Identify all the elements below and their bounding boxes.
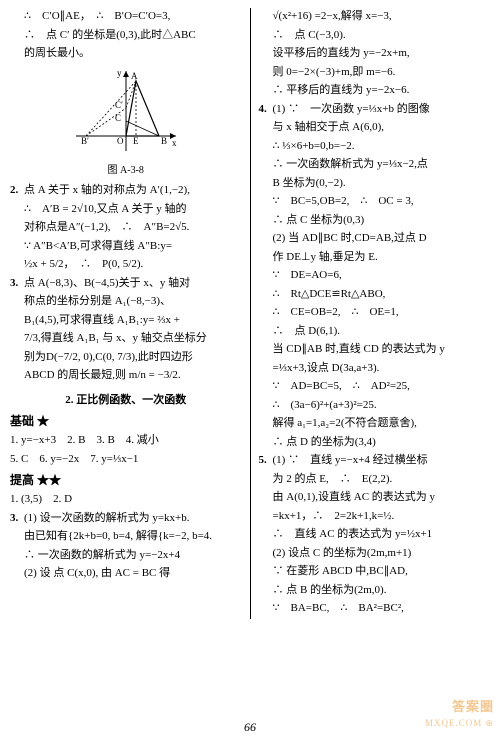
- text-line: ∵ DE=AO=6,: [273, 267, 491, 284]
- text-line: ∵ AD=BC=5, ∴ AD²=25,: [273, 378, 491, 395]
- text-line: 当 CD∥AB 时,直线 CD 的表达式为 y: [273, 341, 491, 358]
- text-line: =⅓x+3,设点 D(3a,a+3).: [273, 360, 491, 377]
- text-line: 为 2 的点 E, ∴ E(2,2).: [273, 471, 491, 488]
- text-line: 点 A(−8,3)、B(−4,5)关于 x、y 轴对: [24, 275, 242, 292]
- svg-text:O: O: [117, 136, 124, 146]
- text-line: ∴ CE=OB=2, ∴ OE=1,: [273, 304, 491, 321]
- text-line: 作 DE⊥y 轴,垂足为 E.: [273, 249, 491, 266]
- text-line: 1. y=−x+3 2. B 3. B 4. 减小: [10, 432, 242, 449]
- svg-text:C′: C′: [115, 100, 123, 110]
- text-line: 由已知有{2k+b=0, b=4, 解得{k=−2, b=4.: [24, 528, 242, 545]
- text-line: ∴ 一次函数的解析式为 y=−2x+4: [24, 547, 242, 564]
- svg-text:y: y: [117, 68, 122, 78]
- triangle-graph: A B C C′ B′ O E x y 图 A-3-8: [10, 66, 242, 179]
- level-advanced: 提高 ★★: [10, 471, 242, 489]
- text-line: ∴ 点 C 坐标为(0,3): [273, 212, 491, 229]
- text-line: √(x²+16) =2−x,解得 x=−3,: [259, 8, 491, 25]
- text-line: 与 x 轴相交于点 A(6,0),: [273, 119, 491, 136]
- list-item: 4. (1) ∵ 一次函数 y=⅓x+b 的图像 与 x 轴相交于点 A(6,0…: [259, 101, 491, 453]
- text-line: =kx+1，∴ 2=2k+1,k=½.: [273, 508, 491, 525]
- text-line: 解得 a₁=1,a₂=2(不符合题意舍),: [273, 415, 491, 432]
- text-line: 的周长最小。: [10, 45, 242, 62]
- text-line: ∴ 直线 AC 的表达式为 y=½x+1: [273, 526, 491, 543]
- text-line: ∴ A′B = 2√10,又点 A 关于 y 轴的: [24, 201, 242, 218]
- text-line: ∴ 点 D 的坐标为(3,4): [273, 434, 491, 451]
- text-line: ∴ ⅓×6+b=0,b=−2.: [273, 138, 491, 155]
- text-line: ∴ 点 C′ 的坐标是(0,3),此时△ABC: [10, 27, 242, 44]
- text-line: ∴ Rt△DCE≌Rt△ABO,: [273, 286, 491, 303]
- svg-text:x: x: [172, 138, 177, 148]
- text-line: (1) ∵ 一次函数 y=⅓x+b 的图像: [273, 101, 491, 118]
- list-item: 3. 点 A(−8,3)、B(−4,5)关于 x、y 轴对 称点的坐标分别是 A…: [10, 275, 242, 386]
- list-item: 3. (1) 设一次函数的解析式为 y=kx+b. 由已知有{2k+b=0, b…: [10, 510, 242, 584]
- watermark-main: 答案圈: [452, 697, 494, 717]
- text-line: (2) 当 AD∥BC 时,CD=AB,过点 D: [273, 230, 491, 247]
- text-line: (2) 设点 C 的坐标为(2m,m+1): [273, 545, 491, 562]
- svg-text:B: B: [161, 136, 167, 146]
- text-line: 1. (3,5) 2. D: [10, 491, 242, 508]
- text-line: ∴ 一次函数解析式为 y=⅓x−2,点: [273, 156, 491, 173]
- text-line: ∵ BA=BC, ∴ BA²=BC²,: [273, 600, 491, 617]
- text-line: ½x + 5/2， ∴ P(0, 5/2).: [24, 256, 242, 273]
- text-line: ∴ 点 B 的坐标为(2m,0).: [273, 582, 491, 599]
- text-line: ∵ A″B<A′B,可求得直线 A″B:y=: [24, 238, 242, 255]
- text-line: B 坐标为(0,−2).: [273, 175, 491, 192]
- text-line: ∴ (3a−6)²+(a+3)²=25.: [273, 397, 491, 414]
- text-line: (1) ∵ 直线 y=−x+4 经过横坐标: [273, 452, 491, 469]
- list-item: 5. (1) ∵ 直线 y=−x+4 经过横坐标 为 2 的点 E, ∴ E(2…: [259, 452, 491, 619]
- text-line: 点 A 关于 x 轴的对称点为 A′(1,−2),: [24, 182, 242, 199]
- list-item: 2. 点 A 关于 x 轴的对称点为 A′(1,−2), ∴ A′B = 2√1…: [10, 182, 242, 275]
- text-line: (1) 设一次函数的解析式为 y=kx+b.: [24, 510, 242, 527]
- text-line: 称点的坐标分别是 A₁(−8,−3)、: [24, 293, 242, 310]
- text-line: 别为D(−7/2, 0),C(0, 7/3),此时四边形: [24, 349, 242, 366]
- text-line: ∵ 在菱形 ABCD 中,BC∥AD,: [273, 563, 491, 580]
- text-line: ABCD 的周长最短,则 m/n = −3/2.: [24, 367, 242, 384]
- text-line: ∴ 点 D(6,1).: [273, 323, 491, 340]
- graph-caption: 图 A-3-8: [10, 163, 242, 178]
- svg-text:E: E: [133, 136, 139, 146]
- section-title: 2. 正比例函数、一次函数: [10, 392, 242, 409]
- text-line: 对称点是A″(−1,2), ∴ A″B=2√5.: [24, 219, 242, 236]
- text-line: ∴ 点 C(−3,0).: [259, 27, 491, 44]
- text-line: 设平移后的直线为 y=−2x+m,: [259, 45, 491, 62]
- text-line: 7/3,得直线 A₁B₁ 与 x、y 轴交点坐标分: [24, 330, 242, 347]
- text-line: ∵ BC=5,OB=2, ∴ OC = 3,: [273, 193, 491, 210]
- text-line: 5. C 6. y=−2x 7. y=⅓x−1: [10, 451, 242, 468]
- text-line: (2) 设 点 C(x,0), 由 AC = BC 得: [24, 565, 242, 582]
- text-line: ∴ C′O∥AE， ∴ B′O=C′O=3,: [10, 8, 242, 25]
- text-line: 则 0=−2×(−3)+m,即 m=−6.: [259, 64, 491, 81]
- text-line: 由 A(0,1),设直线 AC 的表达式为 y: [273, 489, 491, 506]
- text-line: ∴ 平移后的直线为 y=−2x−6.: [259, 82, 491, 99]
- watermark-sub: MXQE.COM ⊕: [425, 717, 494, 731]
- svg-text:B′: B′: [81, 136, 89, 146]
- svg-text:C: C: [115, 113, 121, 123]
- level-basic: 基础 ★: [10, 412, 242, 430]
- svg-text:A: A: [131, 71, 138, 81]
- text-line: B₁(4,5),可求得直线 A₁B₁:y= ⅔x +: [24, 312, 242, 329]
